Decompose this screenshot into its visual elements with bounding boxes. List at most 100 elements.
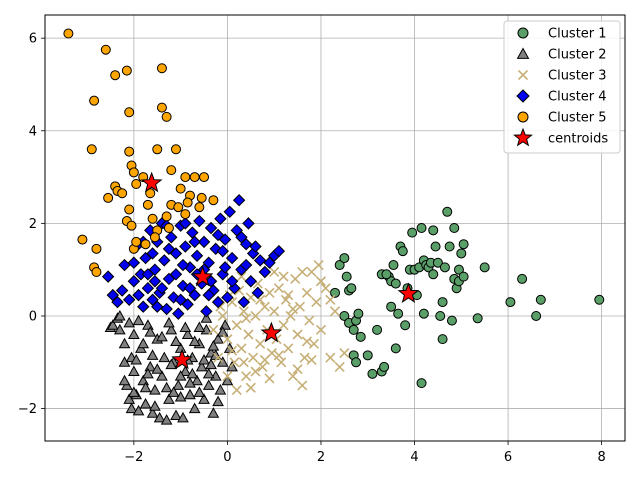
data-point [149,232,160,243]
data-point [428,269,439,280]
data-point [446,315,457,326]
data-point [301,336,313,347]
data-point [325,294,336,305]
legend-marker [516,47,530,59]
x-tick-label: 0 [223,450,231,465]
data-point [313,259,324,271]
legend-marker [517,111,529,123]
data-point [453,264,464,275]
data-point [146,407,159,418]
data-point [179,240,192,253]
centroid-point [140,171,163,193]
series-cluster-3 [208,259,350,396]
data-point [179,217,192,230]
data-point [283,343,294,354]
data-point [505,297,516,308]
data-point [242,217,255,230]
data-point [156,102,167,113]
data-point [228,281,241,295]
data-point [435,310,446,321]
data-point [138,172,149,183]
data-point [207,340,220,351]
data-point [202,288,215,302]
data-point [479,262,490,273]
y-tick-label: 2 [29,217,37,232]
data-point [202,379,215,390]
data-point [160,414,173,425]
data-point [158,254,171,267]
data-point [238,357,249,368]
data-point [381,269,392,280]
data-point [137,337,150,349]
data-point [235,231,248,244]
data-point [258,265,272,279]
data-point [269,266,280,278]
data-point [458,271,469,282]
centroid-point [191,265,214,287]
data-point [118,374,131,386]
data-point [238,306,249,317]
data-point [308,338,320,349]
data-point [208,195,219,206]
data-point [221,291,234,304]
data-point [255,338,266,349]
data-point [205,358,217,370]
data-point [163,393,175,404]
data-point [111,295,124,309]
data-point [158,351,171,363]
data-point [165,358,178,370]
data-point [131,179,142,190]
data-point [594,294,605,305]
data-point [141,281,155,295]
data-point [250,366,261,377]
data-point [211,228,225,242]
data-point [151,363,164,374]
data-point [163,316,175,328]
data-point [156,370,168,381]
data-point [103,192,114,203]
data-point [244,275,258,288]
data-point [193,386,206,397]
data-point [458,239,469,250]
data-point [418,308,429,319]
data-point [113,323,126,335]
data-point [222,334,233,345]
data-point [184,377,196,388]
data-point [200,312,213,323]
data-point [442,206,453,217]
series-cluster-1 [330,206,605,389]
plot-frame [44,14,626,442]
data-point [212,395,224,407]
data-point [397,246,408,257]
legend-label: centroids [548,132,608,147]
data-point [517,273,528,284]
data-point [204,221,218,235]
data-point [142,199,153,210]
data-point [285,310,296,322]
data-point [117,188,128,199]
data-point [191,374,203,386]
data-point [127,256,141,269]
data-point [219,319,231,330]
data-point [113,309,126,321]
data-point [139,381,152,393]
data-point [132,288,145,302]
data-point [207,407,220,418]
data-point [89,95,100,106]
data-point [128,365,140,377]
data-point [208,324,219,335]
data-point [155,281,169,295]
data-point [259,301,270,312]
data-point [223,205,236,219]
data-marks [63,28,605,425]
data-point [348,324,359,335]
data-point [212,333,224,344]
data-point [174,293,187,306]
data-point [63,28,74,39]
data-point [200,305,213,318]
data-point [140,239,151,250]
data-point [232,194,246,207]
data-point [198,393,210,404]
centroid-point [397,282,420,303]
data-point [334,260,345,271]
